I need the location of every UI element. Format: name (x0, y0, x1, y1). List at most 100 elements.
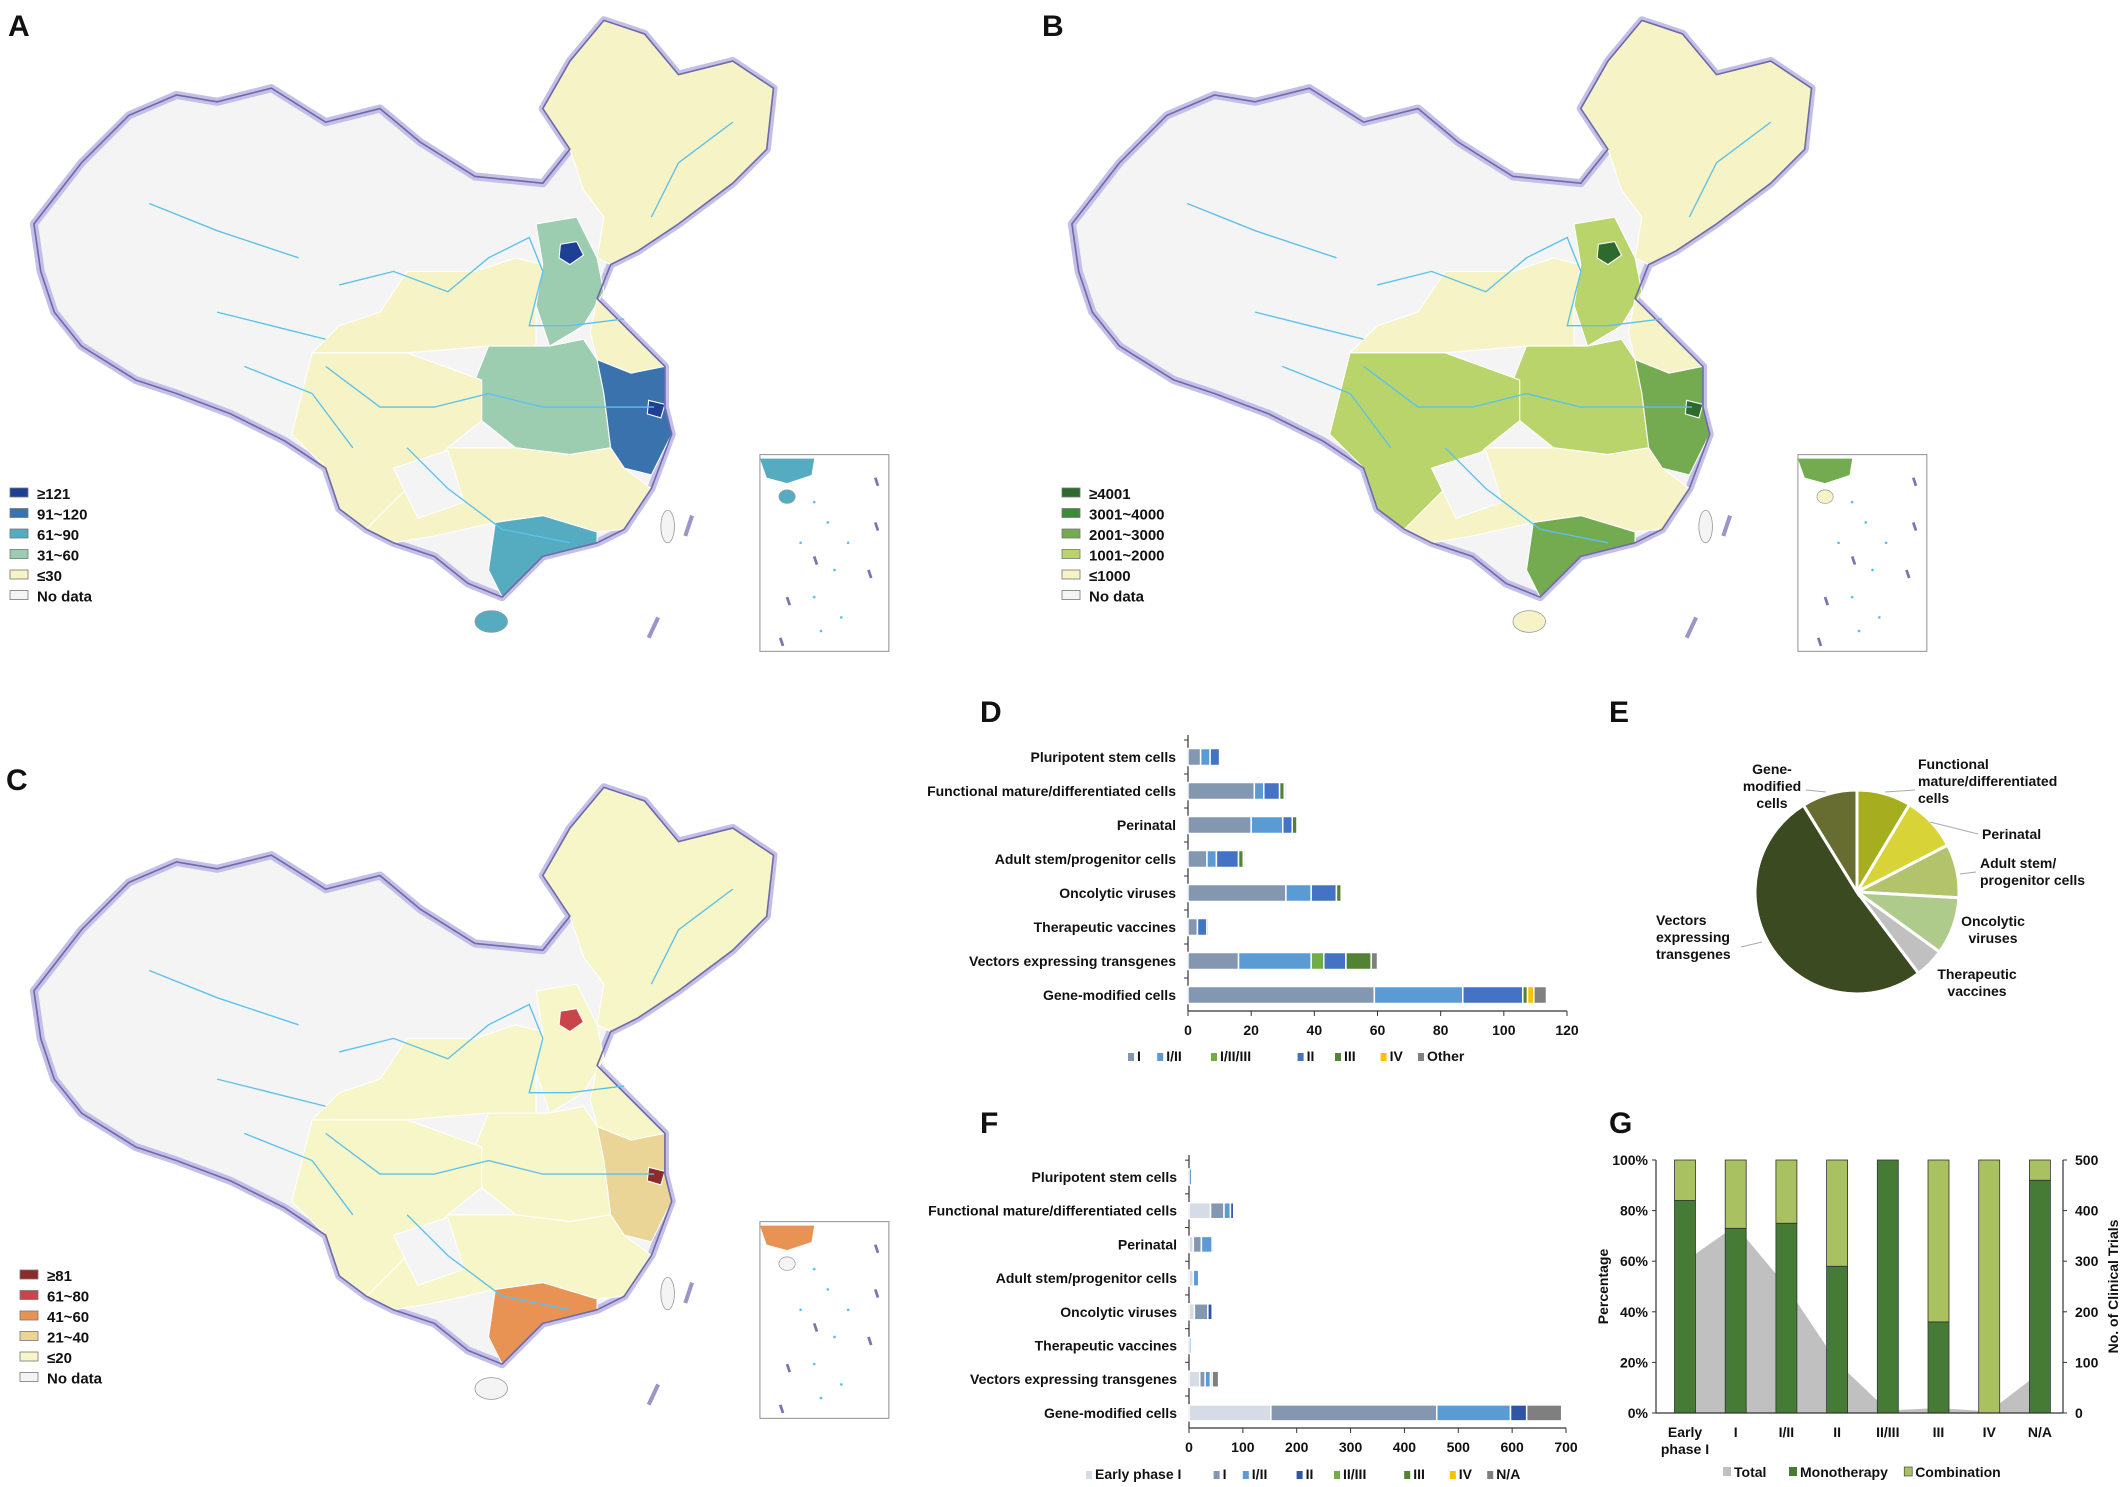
legend-label: 31~60 (37, 548, 79, 565)
category-label: Pluripotent stem cells (1031, 749, 1177, 765)
bar-combination (1775, 1159, 1798, 1224)
x-tick-label: 100 (1231, 1439, 1255, 1455)
boundary-dash (1905, 569, 1911, 579)
x-tick-label: 500 (1447, 1439, 1471, 1455)
x-tick-label: 0 (1185, 1439, 1193, 1455)
island-dot (819, 629, 823, 633)
legend-label: No data (47, 1371, 103, 1388)
boundary-dash (683, 1282, 695, 1304)
x-tick-label: 20 (1243, 1022, 1259, 1038)
river-line (339, 1003, 625, 1094)
border-line (33, 19, 775, 598)
leader-line (1740, 941, 1763, 948)
bar-combination (1724, 1159, 1747, 1229)
panel-label-c: C (6, 764, 28, 797)
river-line (1444, 447, 1609, 544)
region-guizhou (392, 1216, 465, 1287)
island-dot (839, 1383, 843, 1386)
boundary-dash (683, 515, 695, 537)
bar-segment-iii (1206, 917, 1210, 937)
legend-label: II (1307, 1048, 1315, 1064)
inset-mainland (759, 1225, 815, 1251)
legend-swatch (1404, 1471, 1411, 1479)
island-dot (846, 1308, 850, 1312)
x-tick-label: 600 (1500, 1439, 1524, 1455)
legend-label: I/II (1166, 1048, 1182, 1064)
region-shanghai (646, 399, 666, 419)
bar-segment-i (1187, 917, 1199, 937)
legend-label: 21~40 (47, 1330, 89, 1347)
boundary-dash (1721, 515, 1733, 537)
y-tick-label: 40% (1620, 1304, 1649, 1320)
bar-combination (2029, 1159, 2051, 1181)
legend-label: 2001~3000 (1089, 527, 1165, 544)
bar-segment-ii (1196, 917, 1208, 937)
x-tick-label: 120 (1555, 1022, 1579, 1038)
bar-segment-i (1193, 1303, 1209, 1321)
panel-label-e: E (1609, 696, 1629, 729)
legend-swatch (9, 549, 29, 559)
bar-segment-i (1187, 985, 1376, 1005)
legend-swatch (1723, 1467, 1731, 1476)
legend-label: ≤1000 (1089, 568, 1131, 585)
bar-segment-iv (1526, 985, 1535, 1005)
slice-label: Therapeutic (1937, 966, 2017, 982)
island-dot (1857, 629, 1861, 633)
bar-segment-i (1187, 815, 1252, 835)
legend-swatch (1903, 1466, 1913, 1477)
bar-combination (1927, 1159, 1950, 1323)
legend-label: 3001~4000 (1089, 507, 1165, 524)
legend-label: No data (1089, 589, 1145, 606)
category-label: IV (1983, 1424, 1997, 1440)
panels-layer: ≥121 91~120 61~90 31~60 ≤30 No data ≥4001 3001~… (9, 16, 2121, 1482)
bar-segment-ii (1263, 781, 1281, 801)
slice-label: expressing (1656, 929, 1730, 945)
bar-segment-i (1199, 1370, 1206, 1388)
boundary-dash (873, 477, 880, 487)
legend-swatch (19, 1310, 39, 1321)
boundary-dash (1816, 637, 1823, 647)
island-dot (833, 1335, 836, 1339)
legend-label: 41~60 (47, 1309, 89, 1326)
bar-monotherapy (2029, 1179, 2051, 1414)
legend-swatch (19, 1290, 39, 1300)
category-label: Adult stem/progenitor cells (995, 851, 1176, 867)
region-guizhou (1430, 449, 1503, 520)
legend-swatch (1086, 1471, 1092, 1479)
river-line (1688, 121, 1772, 218)
legend-label: Combination (1915, 1464, 2001, 1480)
legend-swatch (19, 1372, 39, 1382)
legend-swatch (1157, 1053, 1164, 1061)
legend-label: IV (1459, 1466, 1473, 1482)
legend-label: III (1413, 1466, 1425, 1482)
slice-label: mature/differentiated (1918, 773, 2057, 789)
inset-frame (759, 1221, 890, 1419)
category-label: Perinatal (1117, 817, 1176, 833)
boundary-dash (812, 1322, 819, 1332)
river-line (406, 447, 571, 544)
border-line (33, 786, 775, 1365)
category-label: I (1734, 1424, 1738, 1440)
pie-slice (1801, 788, 1859, 898)
boundary-dash (1823, 596, 1830, 606)
boundary-dash (873, 1289, 880, 1299)
bar-segment-i (1209, 1201, 1225, 1220)
bar-segment-n-a (1525, 1404, 1563, 1422)
chart-e: Functionalmature/differentiatedcellsPeri… (1656, 756, 2085, 999)
region-beijing (558, 240, 585, 266)
island-dot (1884, 541, 1888, 545)
bar-segment-early-phase-i (1188, 1303, 1196, 1321)
bar-monotherapy (1876, 1159, 1899, 1414)
slice-label: vaccines (1947, 983, 2006, 999)
bar-monotherapy (1724, 1227, 1747, 1414)
legend-swatch (1061, 549, 1081, 559)
y-tick-label: 60% (1620, 1253, 1649, 1269)
category-label: II (1833, 1424, 1841, 1440)
category-label: Therapeutic vaccines (1034, 919, 1177, 935)
category-label: Functional mature/differentiated cells (928, 1203, 1177, 1219)
legend-swatch (9, 528, 29, 539)
x-tick-label: 0 (1184, 1022, 1192, 1038)
boundary-dash (778, 637, 785, 647)
bar-segment-ii (1209, 747, 1221, 767)
